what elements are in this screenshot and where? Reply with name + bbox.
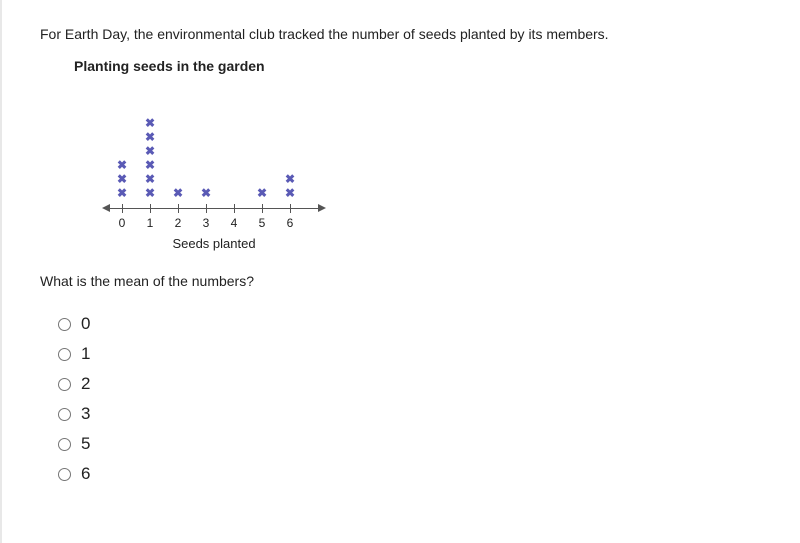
x-mark-icon: ✖ <box>112 186 132 200</box>
answer-option[interactable]: 0 <box>58 309 762 339</box>
axis-tick-label: 2 <box>168 216 188 230</box>
answer-option[interactable]: 5 <box>58 429 762 459</box>
answer-option[interactable]: 2 <box>58 369 762 399</box>
x-mark-icon: ✖ <box>196 186 216 200</box>
plot-column: ✖ <box>196 186 216 200</box>
plot-title: Planting seeds in the garden <box>74 58 762 74</box>
answer-label: 1 <box>81 344 90 364</box>
axis-tick-label: 0 <box>112 216 132 230</box>
arrow-right-icon <box>318 204 326 212</box>
answer-radio[interactable] <box>58 438 71 451</box>
plot-column: ✖✖ <box>280 172 300 200</box>
x-mark-icon: ✖ <box>112 158 132 172</box>
x-mark-icon: ✖ <box>112 172 132 186</box>
answer-options: 0 1 2 3 5 6 <box>58 309 762 489</box>
axis-tick-label: 6 <box>280 216 300 230</box>
plot-column: ✖ <box>252 186 272 200</box>
answer-radio[interactable] <box>58 318 71 331</box>
line-plot: ✖✖✖✖✖✖✖✖✖✖✖✖✖✖ 0123456 Seeds planted <box>74 84 354 251</box>
x-mark-icon: ✖ <box>252 186 272 200</box>
x-mark-icon: ✖ <box>140 116 160 130</box>
axis-tick <box>262 204 263 213</box>
question-text: What is the mean of the numbers? <box>40 273 762 289</box>
arrow-left-icon <box>102 204 110 212</box>
answer-radio[interactable] <box>58 468 71 481</box>
page: For Earth Day, the environmental club tr… <box>2 0 800 515</box>
x-mark-icon: ✖ <box>140 130 160 144</box>
plot-column: ✖✖✖ <box>112 158 132 200</box>
x-mark-icon: ✖ <box>140 158 160 172</box>
x-mark-icon: ✖ <box>140 186 160 200</box>
x-mark-icon: ✖ <box>140 144 160 158</box>
axis-label: Seeds planted <box>104 236 324 251</box>
axis-line <box>104 208 324 209</box>
answer-label: 6 <box>81 464 90 484</box>
axis-tick <box>206 204 207 213</box>
axis-tick <box>150 204 151 213</box>
scenario-text: For Earth Day, the environmental club tr… <box>40 26 762 42</box>
answer-option[interactable]: 3 <box>58 399 762 429</box>
axis-tick-label: 1 <box>140 216 160 230</box>
axis-tick-label: 5 <box>252 216 272 230</box>
plot-column: ✖✖✖✖✖✖ <box>140 116 160 200</box>
answer-option[interactable]: 6 <box>58 459 762 489</box>
answer-label: 5 <box>81 434 90 454</box>
axis-tick <box>290 204 291 213</box>
x-mark-icon: ✖ <box>280 172 300 186</box>
axis-tick <box>234 204 235 213</box>
answer-label: 2 <box>81 374 90 394</box>
answer-option[interactable]: 1 <box>58 339 762 369</box>
x-mark-icon: ✖ <box>280 186 300 200</box>
axis-tick <box>178 204 179 213</box>
answer-radio[interactable] <box>58 408 71 421</box>
plot-marks-area: ✖✖✖✖✖✖✖✖✖✖✖✖✖✖ <box>104 84 324 200</box>
answer-label: 0 <box>81 314 90 334</box>
x-mark-icon: ✖ <box>140 172 160 186</box>
answer-label: 3 <box>81 404 90 424</box>
plot-column: ✖ <box>168 186 188 200</box>
axis-tick-label: 3 <box>196 216 216 230</box>
axis-tick-label: 4 <box>224 216 244 230</box>
plot-axis: 0123456 <box>104 200 324 234</box>
axis-tick <box>122 204 123 213</box>
answer-radio[interactable] <box>58 348 71 361</box>
answer-radio[interactable] <box>58 378 71 391</box>
x-mark-icon: ✖ <box>168 186 188 200</box>
